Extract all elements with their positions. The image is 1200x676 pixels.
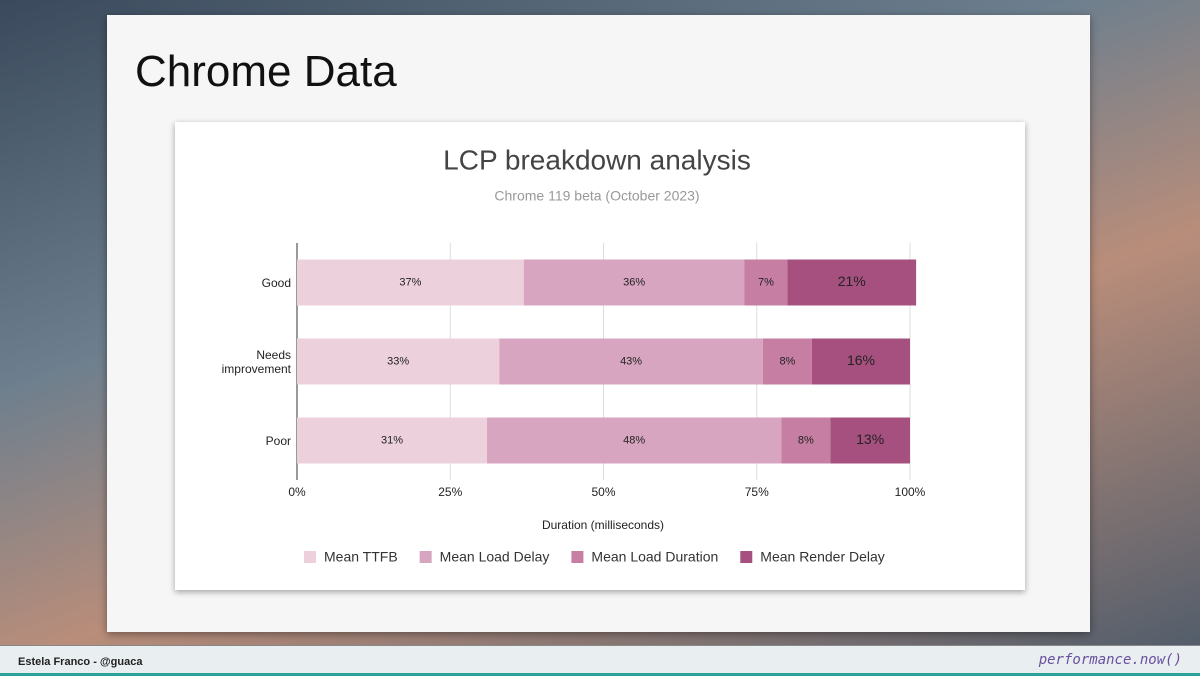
legend-label: Mean Load Delay xyxy=(440,549,550,565)
data-label: 16% xyxy=(847,352,875,368)
x-tick-label: 50% xyxy=(591,485,615,499)
legend-label: Mean TTFB xyxy=(324,549,398,565)
bar-segment xyxy=(499,338,763,385)
data-label: 8% xyxy=(779,355,795,367)
bar-segment xyxy=(787,259,917,306)
bar-segment xyxy=(523,259,745,306)
bar-segment xyxy=(744,259,788,306)
legend-swatch xyxy=(304,551,316,563)
y-tick-label: Poor xyxy=(265,433,291,448)
footer-author: Estela Franco - @guaca xyxy=(18,656,143,668)
legend-swatch xyxy=(419,551,432,563)
x-tick-label: 75% xyxy=(745,485,769,499)
chart-card: LCP breakdown analysis Chrome 119 beta (… xyxy=(175,122,1025,590)
data-label: 37% xyxy=(399,276,421,288)
bar-segment xyxy=(297,338,500,385)
footer: Estela Franco - @guaca performance.now() xyxy=(0,645,1200,676)
category-label-box: Good xyxy=(261,275,291,290)
category-label-box: Poor xyxy=(265,433,291,448)
data-label: 43% xyxy=(620,355,642,367)
bar-segment xyxy=(830,417,910,464)
bar-segment xyxy=(811,338,910,385)
x-axis-label: Duration (milliseconds) xyxy=(542,518,664,532)
y-tick-label: Good xyxy=(261,275,291,290)
data-label: 33% xyxy=(387,355,409,367)
y-tick-label: Needs improvement xyxy=(221,347,291,376)
data-label: 7% xyxy=(758,276,774,288)
legend-label: Mean Load Duration xyxy=(591,549,718,565)
data-label: 48% xyxy=(623,434,645,446)
bar-segment xyxy=(781,417,831,464)
x-tick-label: 25% xyxy=(438,485,462,499)
data-label: 36% xyxy=(623,276,645,288)
chart: LCP breakdown analysis Chrome 119 beta (… xyxy=(221,144,926,565)
bar-segment xyxy=(297,417,488,464)
chart-title: LCP breakdown analysis xyxy=(443,144,751,175)
legend-label: Mean Render Delay xyxy=(760,549,885,565)
bar-segment xyxy=(487,417,782,464)
data-label: 8% xyxy=(798,434,814,446)
chart-subtitle: Chrome 119 beta (October 2023) xyxy=(494,188,699,204)
footer-logo: performance.now() xyxy=(1038,652,1182,668)
category-label-box: Needs improvement xyxy=(221,347,291,376)
data-label: 21% xyxy=(838,273,866,289)
x-tick-label: 100% xyxy=(895,485,926,499)
legend-swatch xyxy=(571,551,584,563)
data-label: 31% xyxy=(381,434,403,446)
bar-segment xyxy=(297,259,524,306)
slide-title: Chrome Data xyxy=(135,47,397,96)
x-tick-label: 0% xyxy=(288,485,306,499)
legend-swatch xyxy=(740,551,753,563)
bar-segment xyxy=(762,338,812,385)
data-label: 13% xyxy=(856,431,884,447)
